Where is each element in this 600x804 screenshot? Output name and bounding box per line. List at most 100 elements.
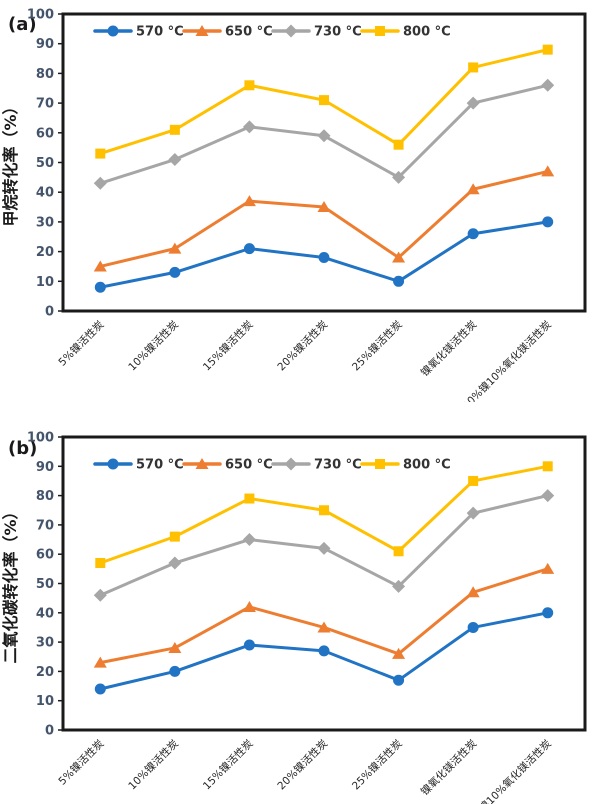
x-axis-category-label: 10%镍活性炭 — [126, 318, 182, 374]
series-650-c — [93, 165, 555, 272]
legend-item-650-c: 650 °C — [182, 458, 273, 473]
y-axis-tick-label: 10 — [36, 275, 54, 290]
series-730-c — [93, 78, 555, 190]
data-point-570-c-25 — [393, 674, 405, 686]
series-800-c — [95, 44, 553, 159]
y-axis-tick-label: 30 — [36, 215, 54, 230]
legend-label-650-c: 650 °C — [225, 25, 273, 40]
y-axis-tick-label: 90 — [36, 37, 54, 52]
chart-panel-a: (a) 0 10 20 30 40 50 60 70 80 90 100 甲烷转化率（%） 5%镍活性炭 1… — [1, 8, 587, 402]
series-570-c — [94, 216, 554, 293]
legend-label-800-c: 800 °C — [403, 458, 451, 473]
legend-label-730-c: 730 °C — [314, 458, 362, 473]
legend-marker-650-c — [195, 25, 209, 36]
x-axis-category-label: 15%镍活性炭 — [200, 737, 256, 793]
y-axis-tick-label: 100 — [27, 8, 54, 23]
x-axis-category-label: 15%镍活性炭 — [200, 318, 256, 374]
data-point-570-c-5 — [94, 281, 106, 293]
data-point-800-c-25 — [393, 546, 404, 557]
y-axis-tick-label: 0 — [45, 724, 54, 739]
data-point-800-c-15 — [244, 80, 255, 91]
data-point-730-c-20 — [317, 541, 331, 555]
data-point-650-c-10-10 — [541, 562, 555, 574]
data-point-800-c-10 — [169, 124, 180, 135]
y-axis-tick-label: 20 — [36, 665, 54, 680]
data-point-650-c-15 — [242, 600, 256, 612]
y-axis-tick-label: 20 — [36, 245, 54, 260]
legend-item-800-c: 800 °C — [360, 25, 451, 40]
legend-marker-570-c — [107, 25, 119, 37]
y-axis-tick-label: 40 — [36, 186, 54, 201]
y-axis-tick-label: 90 — [36, 460, 54, 475]
data-point-650-c-10-10 — [541, 165, 555, 177]
data-point-570-c- — [467, 621, 479, 633]
data-point-650-c- — [466, 183, 480, 195]
legend-label-650-c: 650 °C — [225, 458, 273, 473]
data-point-730-c-5 — [93, 176, 107, 190]
data-point-570-c-15 — [243, 243, 255, 255]
y-axis-tick-label: 60 — [36, 548, 54, 563]
plot-border — [61, 12, 587, 313]
chart-svg-a: (a) 0 10 20 30 40 50 60 70 80 90 100 甲烷转化率（%） 5%镍活性炭 1… — [1, 8, 587, 402]
data-point-800-c-15 — [244, 493, 255, 504]
data-point-730-c-15 — [242, 120, 256, 134]
data-point-730-c- — [466, 506, 480, 520]
legend-item-730-c: 730 °C — [271, 24, 362, 40]
y-axis-tick-label: 40 — [36, 606, 54, 621]
data-point-650-c-15 — [242, 195, 256, 207]
legend-item-800-c: 800 °C — [360, 458, 451, 473]
panel-label: (b) — [8, 438, 37, 459]
x-axis-category-label: 20%镍活性炭 — [275, 737, 331, 793]
data-point-570-c-5 — [94, 683, 106, 695]
y-axis-tick-label: 0 — [45, 305, 54, 320]
y-axis-tick-label: 50 — [36, 577, 54, 592]
y-axis-title: 甲烷转化率（%） — [1, 98, 20, 226]
data-point-800-c-5 — [95, 148, 106, 159]
legend-item-650-c: 650 °C — [182, 25, 273, 40]
plot-border — [61, 435, 587, 732]
series-730-c — [93, 489, 555, 602]
data-point-730-c-10-10 — [541, 489, 555, 503]
legend-item-730-c: 730 °C — [271, 457, 362, 473]
y-axis-tick-label: 100 — [27, 431, 54, 446]
data-point-730-c-20 — [317, 129, 331, 143]
data-point-570-c-15 — [243, 639, 255, 651]
data-point-570-c-10 — [169, 266, 181, 278]
data-point-650-c- — [466, 586, 480, 598]
legend-label-570-c: 570 °C — [136, 25, 184, 40]
data-point-730-c-10-10 — [541, 78, 555, 92]
legend-item-570-c: 570 °C — [93, 458, 184, 473]
legend-item-570-c: 570 °C — [93, 25, 184, 40]
x-axis-category-label: 25%镍活性炭 — [349, 737, 405, 793]
data-point-800-c-20 — [319, 95, 329, 106]
data-point-650-c-10 — [168, 641, 182, 653]
data-point-800-c-10-10 — [542, 461, 553, 472]
data-point-730-c-25 — [392, 579, 406, 593]
y-axis-tick-label: 70 — [36, 518, 54, 533]
series-800-c — [95, 461, 553, 568]
data-point-800-c- — [468, 475, 479, 486]
data-point-570-c-20 — [318, 645, 330, 657]
data-point-650-c-5 — [93, 260, 107, 272]
data-point-650-c-25 — [392, 647, 406, 659]
legend-label-800-c: 800 °C — [403, 25, 451, 40]
data-point-800-c-5 — [95, 557, 106, 568]
data-point-650-c-20 — [317, 621, 331, 633]
x-axis-category-label: 25%镍活性炭 — [349, 318, 405, 374]
x-axis-category-label: 20%镍活性炭 — [275, 318, 331, 374]
data-point-650-c-10 — [168, 242, 182, 254]
data-point-570-c-10-10 — [542, 607, 554, 619]
data-point-800-c-10 — [169, 531, 180, 542]
panel-label: (a) — [8, 14, 37, 35]
y-axis-tick-label: 50 — [36, 156, 54, 171]
data-point-570-c-20 — [318, 252, 330, 264]
y-axis-tick-label: 30 — [36, 636, 54, 651]
legend-marker-730-c — [284, 457, 298, 471]
legend-marker-650-c — [195, 458, 209, 469]
chart-panel-b: (b) 0 10 20 30 40 50 60 70 80 90 100 二氧化碳转化率（%） 5%镍活性… — [0, 402, 600, 804]
data-point-730-c-10 — [168, 556, 182, 570]
data-point-570-c-10 — [169, 665, 181, 677]
data-point-730-c-5 — [93, 588, 107, 602]
data-point-730-c-10 — [168, 153, 182, 167]
